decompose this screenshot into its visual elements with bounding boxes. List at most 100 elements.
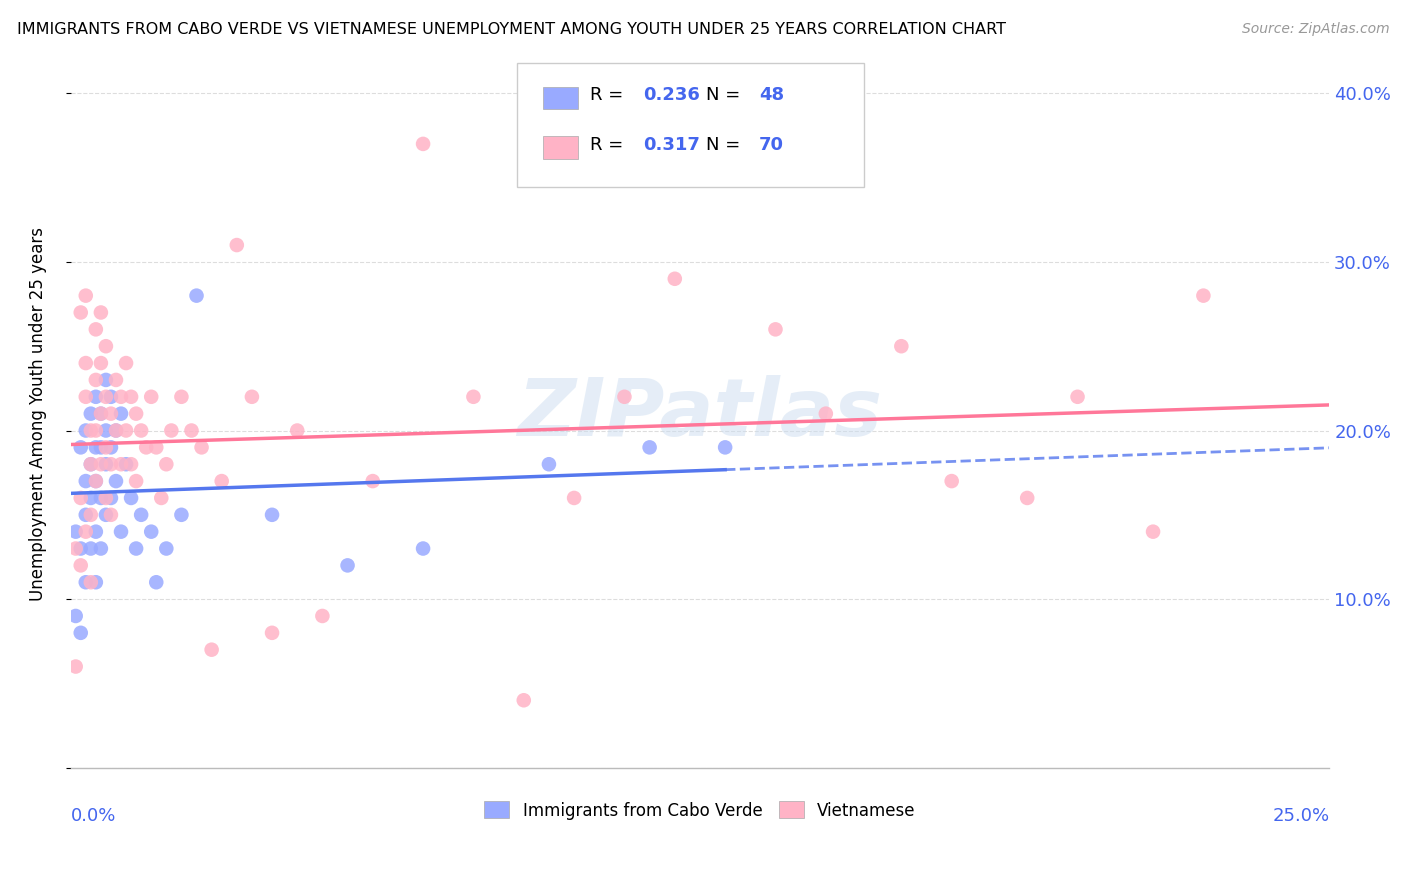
Point	[890, 339, 912, 353]
Point	[94, 424, 117, 438]
Point	[94, 457, 117, 471]
Point	[145, 441, 167, 455]
Point	[80, 508, 103, 522]
Point	[110, 457, 132, 471]
Point	[225, 238, 247, 252]
Point	[155, 457, 177, 471]
Point	[125, 407, 148, 421]
Text: IMMIGRANTS FROM CABO VERDE VS VIETNAMESE UNEMPLOYMENT AMONG YOUTH UNDER 25 YEARS: IMMIGRANTS FROM CABO VERDE VS VIETNAMESE…	[17, 22, 1005, 37]
FancyBboxPatch shape	[517, 63, 863, 187]
Point	[110, 407, 132, 421]
Point	[75, 390, 97, 404]
Point	[84, 322, 107, 336]
FancyBboxPatch shape	[543, 136, 578, 159]
Point	[100, 441, 122, 455]
Text: N =: N =	[706, 86, 747, 104]
Point	[814, 407, 837, 421]
Point	[260, 508, 283, 522]
Point	[94, 508, 117, 522]
Point	[562, 491, 585, 505]
FancyBboxPatch shape	[543, 87, 578, 109]
Point	[80, 457, 103, 471]
Point	[1142, 524, 1164, 539]
Point	[110, 524, 132, 539]
Point	[714, 441, 737, 455]
Point	[135, 441, 157, 455]
Point	[186, 288, 208, 302]
Point	[75, 575, 97, 590]
Point	[84, 441, 107, 455]
Point	[160, 424, 183, 438]
Point	[664, 272, 686, 286]
Point	[69, 541, 91, 556]
Point	[412, 136, 434, 151]
Point	[69, 305, 91, 319]
Point	[65, 609, 87, 624]
Point	[141, 390, 163, 404]
Text: Source: ZipAtlas.com: Source: ZipAtlas.com	[1241, 22, 1389, 37]
Text: N =: N =	[706, 136, 747, 153]
Point	[285, 424, 308, 438]
Point	[69, 491, 91, 505]
Point	[765, 322, 787, 336]
Point	[129, 508, 152, 522]
Point	[84, 575, 107, 590]
Point	[240, 390, 263, 404]
Point	[100, 407, 122, 421]
Point	[80, 575, 103, 590]
Point	[84, 524, 107, 539]
Point	[1017, 491, 1039, 505]
Point	[75, 288, 97, 302]
Point	[115, 424, 138, 438]
Point	[65, 541, 87, 556]
Point	[75, 524, 97, 539]
Point	[1066, 390, 1088, 404]
Text: 0.317: 0.317	[644, 136, 700, 153]
Point	[84, 474, 107, 488]
Text: ZIPatlas: ZIPatlas	[517, 375, 883, 452]
Point	[141, 524, 163, 539]
Point	[90, 407, 112, 421]
Point	[94, 339, 117, 353]
Point	[90, 356, 112, 370]
Text: R =: R =	[591, 136, 630, 153]
Point	[94, 491, 117, 505]
Point	[90, 441, 112, 455]
Point	[170, 390, 193, 404]
Point	[412, 541, 434, 556]
Point	[115, 356, 138, 370]
Point	[463, 390, 485, 404]
Point	[69, 441, 91, 455]
Point	[104, 373, 127, 387]
Point	[84, 474, 107, 488]
Point	[120, 390, 142, 404]
Point	[145, 575, 167, 590]
Point	[104, 474, 127, 488]
Point	[104, 424, 127, 438]
Point	[80, 407, 103, 421]
Point	[75, 508, 97, 522]
Point	[100, 491, 122, 505]
Point	[65, 524, 87, 539]
Text: 25.0%: 25.0%	[1272, 806, 1329, 824]
Point	[80, 541, 103, 556]
Point	[125, 541, 148, 556]
Point	[155, 541, 177, 556]
Point	[638, 441, 661, 455]
Point	[100, 390, 122, 404]
Text: R =: R =	[591, 86, 630, 104]
Point	[170, 508, 193, 522]
Point	[100, 508, 122, 522]
Point	[125, 474, 148, 488]
Point	[94, 373, 117, 387]
Point	[613, 390, 636, 404]
Point	[180, 424, 202, 438]
Point	[65, 659, 87, 673]
Point	[84, 424, 107, 438]
Point	[150, 491, 173, 505]
Y-axis label: Unemployment Among Youth under 25 years: Unemployment Among Youth under 25 years	[30, 227, 46, 600]
Point	[80, 457, 103, 471]
Point	[537, 457, 560, 471]
Point	[513, 693, 536, 707]
Point	[361, 474, 384, 488]
